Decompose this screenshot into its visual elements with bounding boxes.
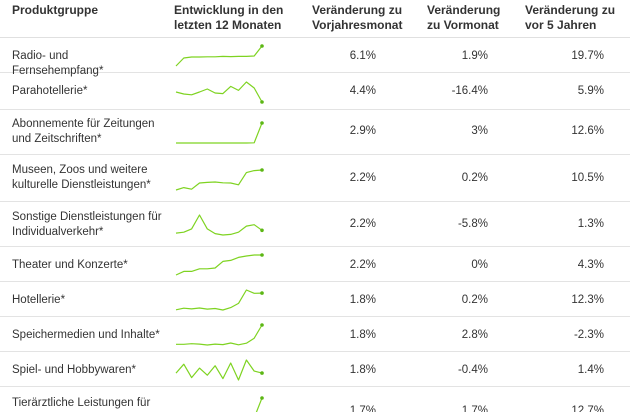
mom-value: -16.4% xyxy=(451,85,488,97)
product-name: Speichermedien und Inhalte* xyxy=(12,329,160,341)
product-name: Tierärztliche Leistungen für Haustiere* xyxy=(12,397,151,409)
yoy-value: 1.8% xyxy=(349,364,376,376)
sparkline-line xyxy=(175,81,263,103)
sparkline-endpoint xyxy=(260,121,264,125)
product-name: Abonnemente für Zeitungen und Zeitschrif… xyxy=(12,118,155,145)
yoy-value: 1.8% xyxy=(349,294,376,306)
sparkline-line xyxy=(175,169,263,191)
sparkline xyxy=(175,359,264,381)
table-row: Parahotellerie* 4.4% -16.4% 5.9% xyxy=(0,74,630,110)
product-name: Radio- und Fernsehempfang* xyxy=(12,50,104,77)
product-name: Sonstige Dienstleistungen für Individual… xyxy=(12,211,162,238)
product-name: Theater und Konzerte* xyxy=(12,259,128,271)
sparkline-endpoint xyxy=(260,44,264,48)
table-row: Speichermedien und Inhalte* 1.8% 2.8% -2… xyxy=(0,318,630,352)
five-year-value: -2.3% xyxy=(573,329,604,341)
sparkline-endpoint xyxy=(260,291,264,295)
sparkline xyxy=(175,214,264,236)
mom-value: 0.2% xyxy=(461,294,488,306)
sparkline-line xyxy=(175,254,262,276)
sparkline-line xyxy=(175,289,263,311)
five-year-value: 5.9% xyxy=(577,85,604,97)
sparkline-line xyxy=(175,45,263,67)
table-row: Sonstige Dienstleistungen für Individual… xyxy=(0,203,630,247)
header-trend: Entwicklung in den letzten 12 Monaten xyxy=(174,3,284,32)
sparkline xyxy=(176,121,264,144)
five-year-value: 19.7% xyxy=(571,50,604,62)
product-name: Parahotellerie* xyxy=(12,85,88,97)
five-year-value: 10.5% xyxy=(571,172,604,184)
header-mom: Veränderung zu Vormonat xyxy=(427,3,501,32)
header-produktgruppe: Produktgruppe xyxy=(12,3,98,17)
mom-value: 1.7% xyxy=(461,405,488,412)
mom-value: 3% xyxy=(471,125,488,137)
product-name: Hotellerie* xyxy=(12,294,66,306)
sparkline xyxy=(176,323,264,346)
five-year-value: 4.3% xyxy=(577,259,604,271)
five-year-value: 1.3% xyxy=(577,218,604,230)
sparkline xyxy=(175,253,264,276)
sparkline-endpoint xyxy=(260,253,264,257)
five-year-value: 12.6% xyxy=(571,125,604,137)
mom-value: 0.2% xyxy=(461,172,488,184)
mom-value: 1.9% xyxy=(461,50,488,62)
yoy-value: 2.9% xyxy=(349,125,376,137)
table-row: Spiel- und Hobbywaren* 1.8% -0.4% 1.4% xyxy=(0,353,630,387)
five-year-value: 1.4% xyxy=(577,364,604,376)
sparkline-endpoint xyxy=(260,396,264,400)
sparkline-endpoint xyxy=(260,371,264,375)
product-name: Spiel- und Hobbywaren* xyxy=(12,364,137,376)
table-row: Radio- und Fernsehempfang* 6.1% 1.9% 19.… xyxy=(0,39,630,77)
yoy-value: 1.8% xyxy=(349,329,376,341)
sparkline xyxy=(175,44,264,67)
sparkline-endpoint xyxy=(260,323,264,327)
table-row: Hotellerie* 1.8% 0.2% 12.3% xyxy=(0,283,630,317)
sparkline-line xyxy=(176,324,263,346)
yoy-value: 4.4% xyxy=(349,85,376,97)
header-yoy: Veränderung zu Vorjahresmonat xyxy=(312,3,403,32)
sparkline-endpoint xyxy=(260,228,264,233)
five-year-value: 12.7% xyxy=(571,405,604,412)
table-row: Museen, Zoos und weitere kulturelle Dien… xyxy=(0,156,630,202)
sparkline-line xyxy=(176,122,263,144)
sparkline xyxy=(255,396,264,412)
yoy-value: 1.7% xyxy=(349,405,376,412)
table-row: Tierärztliche Leistungen für Haustiere* … xyxy=(0,388,630,412)
yoy-value: 2.2% xyxy=(349,259,376,271)
mom-value: 2.8% xyxy=(461,329,488,341)
sparkline-line xyxy=(255,397,263,412)
yoy-value: 2.2% xyxy=(349,218,376,230)
sparkline xyxy=(175,81,264,104)
mom-value: -0.4% xyxy=(457,364,488,376)
table-header: Produktgruppe Entwicklung in den letzten… xyxy=(0,0,630,38)
sparkline xyxy=(175,168,264,191)
sparkline-endpoint xyxy=(260,100,264,104)
mom-value: 0% xyxy=(471,259,488,271)
five-year-value: 12.3% xyxy=(571,294,604,306)
sparkline xyxy=(175,289,264,311)
product-name: Museen, Zoos und weitere kulturelle Dien… xyxy=(12,164,151,191)
sparkline-line xyxy=(175,214,263,236)
header-five-years: Veränderung zu vor 5 Jahren xyxy=(525,3,616,32)
yoy-value: 2.2% xyxy=(349,172,376,184)
sparkline-endpoint xyxy=(260,168,264,172)
table-row: Theater und Konzerte* 2.2% 0% 4.3% xyxy=(0,248,630,282)
mom-value: -5.8% xyxy=(457,218,488,230)
sparkline-line xyxy=(175,359,263,381)
yoy-value: 6.1% xyxy=(349,50,376,62)
table-row: Abonnemente für Zeitungen und Zeitschrif… xyxy=(0,111,630,155)
